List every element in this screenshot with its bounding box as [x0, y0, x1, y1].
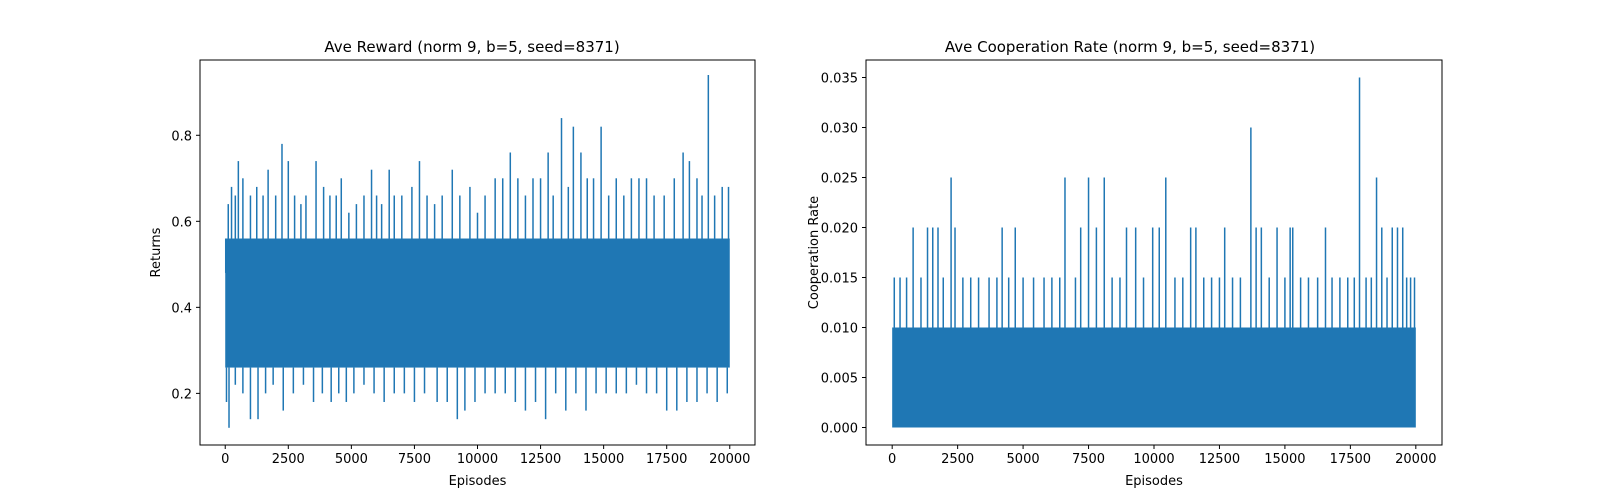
cooperation-x-ticks: 0 2500 5000 7500 10000 12500 15000 17500 20000 [888, 445, 1436, 467]
cooperation-x-tick-label: 7500 [1072, 452, 1105, 467]
cooperation-x-tick-label: 0 [888, 452, 896, 467]
reward-plot-area [224, 75, 730, 428]
reward-x-ticks: 0 2500 5000 7500 10000 12500 15000 17500 20000 [221, 445, 750, 467]
reward-x-tick-label: 20000 [709, 452, 750, 467]
cooperation-y-tick-label: 0.010 [821, 322, 858, 337]
cooperation-chart-panel: Ave Cooperation Rate (norm 9, b=5, seed=… [807, 38, 1443, 489]
reward-y-tick-label: 0.2 [171, 387, 192, 402]
reward-x-tick-label: 12500 [520, 452, 561, 467]
cooperation-y-tick-label: 0.000 [821, 422, 858, 437]
cooperation-y-axis-label: Cooperation Rate [807, 196, 822, 309]
cooperation-plot-area [892, 77, 1416, 428]
reward-x-tick-label: 10000 [457, 452, 498, 467]
cooperation-x-tick-label: 2500 [941, 452, 974, 467]
reward-x-axis-label: Episodes [449, 474, 507, 489]
reward-series-band [225, 238, 730, 368]
cooperation-y-tick-label: 0.015 [821, 272, 858, 287]
cooperation-x-tick-label: 15000 [1264, 452, 1305, 467]
cooperation-x-tick-label: 5000 [1007, 452, 1040, 467]
reward-x-tick-label: 15000 [583, 452, 624, 467]
reward-x-tick-label: 0 [221, 452, 229, 467]
cooperation-x-tick-label: 20000 [1395, 452, 1436, 467]
cooperation-x-axis-label: Episodes [1125, 474, 1183, 489]
cooperation-series-band [892, 327, 1416, 428]
cooperation-chart-title: Ave Cooperation Rate (norm 9, b=5, seed=… [945, 38, 1315, 56]
reward-y-tick-label: 0.8 [171, 129, 192, 144]
reward-x-tick-label: 7500 [398, 452, 431, 467]
cooperation-y-tick-label: 0.005 [821, 372, 858, 387]
reward-y-ticks: 0.2 0.4 0.6 0.8 [171, 129, 200, 402]
reward-x-tick-label: 17500 [646, 452, 687, 467]
reward-y-tick-label: 0.4 [171, 301, 192, 316]
cooperation-y-tick-label: 0.035 [821, 72, 858, 87]
reward-x-tick-label: 2500 [272, 452, 305, 467]
reward-y-tick-label: 0.6 [171, 215, 192, 230]
reward-chart-title: Ave Reward (norm 9, b=5, seed=8371) [324, 38, 619, 56]
cooperation-x-tick-label: 17500 [1330, 452, 1371, 467]
cooperation-y-tick-label: 0.030 [821, 122, 858, 137]
cooperation-y-ticks: 0.000 0.005 0.010 0.015 0.020 0.025 0.030 0.035 [821, 72, 866, 437]
cooperation-x-tick-label: 10000 [1133, 452, 1174, 467]
reward-chart-panel: Ave Reward (norm 9, b=5, seed=8371) 0 250… [149, 38, 756, 489]
cooperation-y-tick-label: 0.025 [821, 172, 858, 187]
reward-y-axis-label: Returns [149, 227, 164, 277]
cooperation-x-tick-label: 12500 [1199, 452, 1240, 467]
reward-x-tick-label: 5000 [335, 452, 368, 467]
cooperation-y-tick-label: 0.020 [821, 222, 858, 237]
